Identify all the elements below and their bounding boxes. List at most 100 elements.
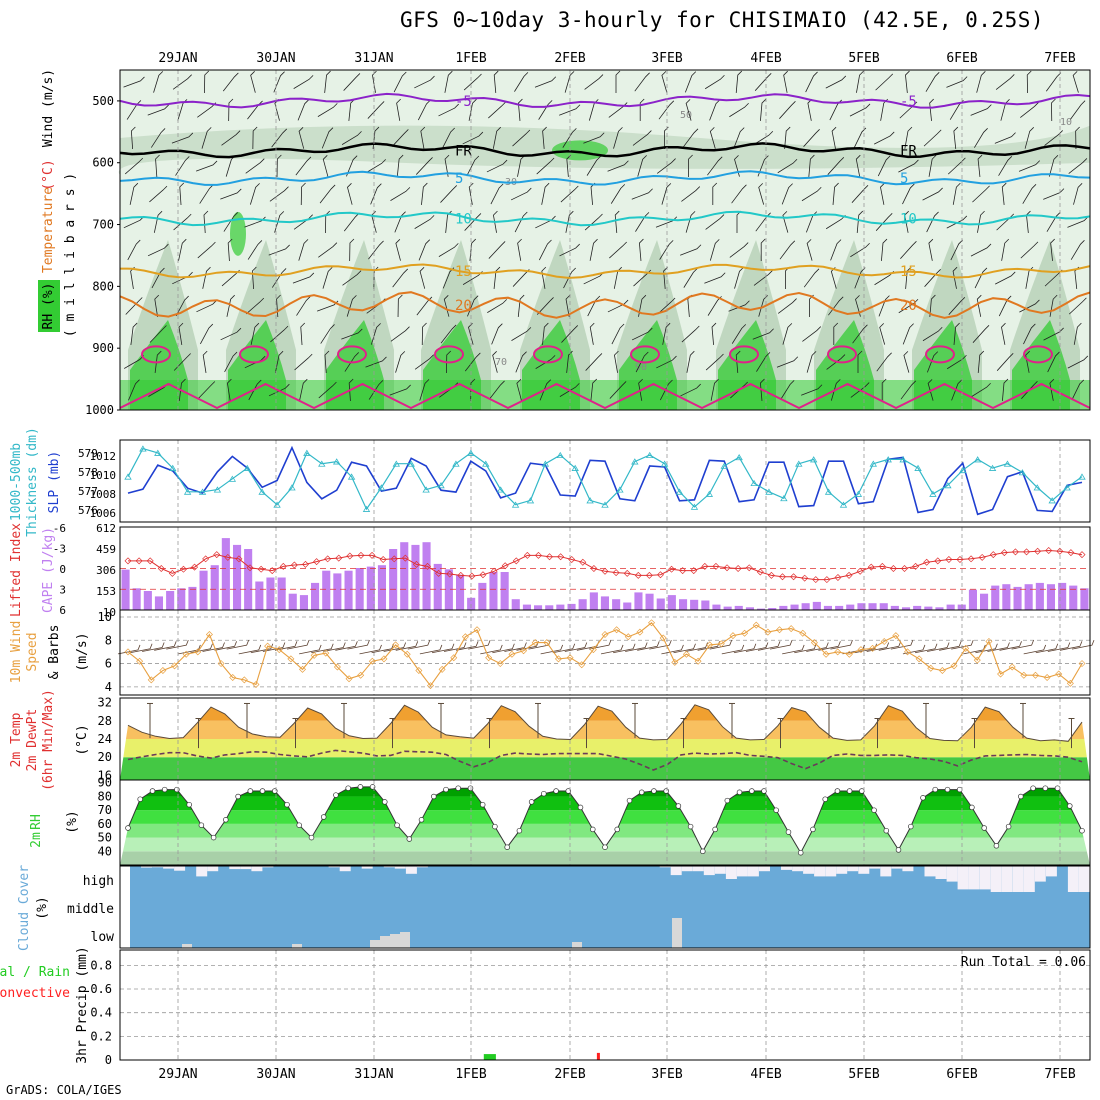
rh-point (284, 801, 290, 808)
high-cloud-gap (1034, 866, 1046, 882)
thickness-slp-frame (119, 439, 1091, 523)
cape-bar (545, 605, 554, 610)
thickness-point (929, 490, 937, 497)
thickness-point (869, 460, 878, 467)
precip-tick-label: 0 (105, 1053, 112, 1067)
lifted-index-point (1056, 547, 1064, 555)
wind-speed-point (880, 637, 888, 645)
rh-tick-label: 70 (98, 803, 112, 817)
high-cloud-gap (792, 866, 804, 872)
cape-bar (980, 593, 989, 610)
dewpoint-line (127, 749, 1083, 771)
precip-frame (119, 949, 1091, 1061)
cape-bar (634, 592, 643, 610)
thickness-point (526, 497, 535, 504)
lifted-index-point (246, 564, 254, 572)
lifted-index-point (923, 558, 931, 566)
rh-point (137, 796, 143, 802)
lifted-index-point (557, 553, 565, 561)
lifted-index-point (934, 557, 942, 565)
rh-contour-label: 90 (635, 362, 647, 373)
thickness-point (407, 460, 415, 467)
thickness-point (198, 488, 207, 495)
lifted-index-point (1034, 547, 1042, 555)
lifted-index-point (690, 567, 698, 575)
wind-speed-point (613, 626, 621, 634)
rh-point (724, 797, 731, 804)
lifted-index-point (568, 556, 576, 564)
thickness-point (139, 445, 147, 452)
rh-point (871, 807, 877, 813)
lifted-index-point (978, 553, 986, 561)
lifted-index-point (368, 551, 376, 559)
lifted-index-point (179, 565, 187, 573)
lifted-index-point (679, 567, 687, 575)
thickness-point (228, 475, 237, 482)
cloud-level-label: middle (67, 902, 114, 917)
wind-speed-point (380, 655, 388, 663)
wind-speed-point (1078, 660, 1086, 668)
rh-tick-label: 50 (98, 831, 112, 845)
rh-contour-label: 70 (495, 357, 507, 368)
rh-panel (120, 780, 1090, 865)
thickness-point (944, 482, 952, 489)
wind-speed-point (252, 681, 260, 689)
high-cloud-gap (1045, 866, 1057, 877)
precip-convective-legend: Convective (0, 986, 70, 1001)
cape-li-panel (120, 527, 1090, 610)
rh-point (981, 825, 987, 831)
high-cloud-gap (803, 866, 815, 874)
wind-speed-point (345, 675, 353, 683)
cape-bar (1046, 584, 1055, 610)
rh-point (1005, 823, 1012, 830)
cape-bar (835, 605, 844, 610)
isotherm-line (119, 210, 1091, 227)
slp-tick-label: 1006 (90, 507, 117, 520)
lifted-index-point (202, 555, 210, 563)
isotherm-label: 10 (455, 211, 472, 227)
rh-point (810, 826, 816, 833)
isotherm-loop (925, 345, 955, 364)
lifted-index-point (257, 565, 265, 573)
thickness-point (452, 460, 460, 467)
wind-panel (117, 610, 1095, 695)
cape-bar (255, 581, 264, 610)
temperature-line (127, 704, 1083, 742)
rh-band (120, 810, 1090, 824)
pressure-tick-label: 800 (92, 279, 114, 293)
wind-speed-point (869, 644, 877, 652)
rh-point (1018, 793, 1024, 800)
thickness-point (675, 488, 684, 495)
lifted-index-point (135, 557, 143, 565)
rh-point (614, 826, 620, 833)
thickness-point (183, 488, 192, 495)
wind-speed-point (636, 628, 644, 636)
precip-tick-label: 0.4 (90, 1006, 112, 1020)
wind-speed-point (450, 654, 458, 662)
isotherm-loop (1023, 345, 1053, 364)
low-cloud-bar (182, 944, 192, 948)
wind-speed-point (473, 626, 481, 634)
lifted-index-point (823, 576, 831, 584)
thickness-point (1078, 473, 1086, 480)
rh-point (479, 801, 486, 808)
high-cloud-gap (328, 866, 340, 868)
wind-speed-point (124, 648, 132, 656)
lifted-index-point (235, 555, 243, 563)
high-cloud-gap (1079, 866, 1090, 892)
lifted-index-point (634, 571, 642, 579)
date-label-bottom: 30JAN (256, 1067, 295, 1082)
thickness-tick-label: 579 (78, 447, 98, 460)
wind-speed-point (566, 654, 574, 662)
rh-point (210, 834, 217, 841)
isotherm-label: 20 (900, 298, 917, 314)
thickness-point (795, 460, 803, 467)
lifted-index-point (479, 571, 487, 579)
thickness-line (127, 447, 1083, 511)
lifted-index-point (523, 551, 531, 559)
rh-point (993, 843, 1000, 849)
rh-point (1042, 785, 1049, 791)
cloud-axis-label: Cloud Cover (17, 865, 32, 951)
